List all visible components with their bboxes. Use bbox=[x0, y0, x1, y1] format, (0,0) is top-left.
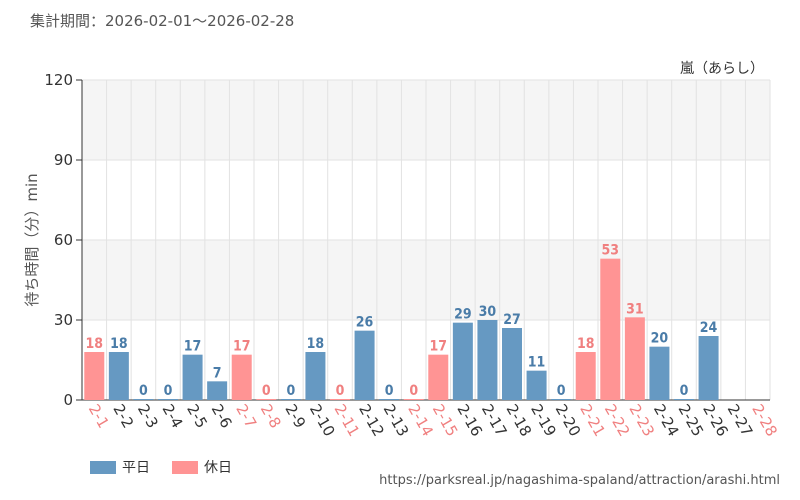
bar-2-12 bbox=[354, 330, 375, 400]
data-label-2-4: 0 bbox=[164, 383, 173, 399]
data-label-2-26: 24 bbox=[700, 320, 718, 336]
bar-2-2 bbox=[108, 352, 129, 400]
y-tick-label: 60 bbox=[54, 231, 73, 249]
x-tick-label-2-25: 2-25 bbox=[675, 401, 708, 439]
bar-2-4 bbox=[158, 399, 178, 400]
legend-label-weekday: 平日 bbox=[122, 460, 150, 476]
data-label-2-16: 29 bbox=[454, 307, 472, 323]
data-label-2-11: 0 bbox=[336, 383, 345, 399]
bar-2-3 bbox=[133, 399, 154, 400]
x-tick-label-2-8: 2-8 bbox=[257, 401, 285, 431]
bar-2-17 bbox=[477, 320, 498, 400]
attraction-title: 嵐（あらし） bbox=[680, 61, 764, 77]
data-label-2-1: 18 bbox=[86, 336, 104, 352]
bar-2-16 bbox=[452, 322, 473, 400]
bar-2-11 bbox=[330, 399, 350, 400]
y-axis-title: 待ち時間（分）min bbox=[23, 173, 41, 306]
x-tick-label-2-4: 2-4 bbox=[159, 401, 187, 431]
x-tick-label-2-7: 2-7 bbox=[232, 401, 260, 431]
legend-swatch-holiday bbox=[172, 460, 198, 474]
bar-2-7 bbox=[231, 354, 252, 400]
data-label-2-24: 20 bbox=[651, 331, 669, 347]
data-label-2-3: 0 bbox=[139, 383, 148, 399]
x-tick-label-2-17: 2-17 bbox=[478, 401, 511, 439]
bar-2-21 bbox=[575, 352, 596, 400]
x-tick-label-2-12: 2-12 bbox=[355, 401, 388, 439]
bar-2-1 bbox=[84, 352, 105, 400]
x-tick-label-2-10: 2-10 bbox=[306, 401, 339, 439]
x-tick-label-2-14: 2-14 bbox=[404, 401, 437, 439]
y-tick-label: 90 bbox=[54, 151, 73, 169]
data-label-2-8: 0 bbox=[262, 383, 271, 399]
data-label-2-18: 27 bbox=[503, 312, 521, 328]
x-tick-label-2-18: 2-18 bbox=[503, 401, 536, 439]
bar-2-14 bbox=[403, 399, 424, 400]
data-label-2-10: 18 bbox=[307, 336, 325, 352]
x-tick-label-2-13: 2-13 bbox=[380, 401, 413, 439]
legend-swatch-weekday bbox=[90, 460, 116, 474]
data-label-2-22: 53 bbox=[602, 243, 620, 259]
data-label-2-21: 18 bbox=[577, 336, 595, 352]
bar-2-25 bbox=[674, 399, 694, 400]
x-tick-label-2-21: 2-21 bbox=[576, 401, 609, 439]
x-tick-label-2-3: 2-3 bbox=[134, 401, 162, 431]
x-tick-label-2-26: 2-26 bbox=[699, 401, 732, 439]
bar-2-13 bbox=[379, 399, 400, 400]
data-label-2-5: 17 bbox=[184, 339, 202, 355]
x-tick-label-2-2: 2-2 bbox=[109, 401, 137, 431]
bar-2-19 bbox=[526, 370, 547, 400]
data-label-2-9: 0 bbox=[286, 383, 295, 399]
data-label-2-15: 17 bbox=[430, 339, 448, 355]
x-tick-label-2-5: 2-5 bbox=[183, 401, 211, 431]
bar-2-9 bbox=[280, 399, 301, 400]
x-tick-label-2-1: 2-1 bbox=[85, 401, 113, 431]
data-label-2-7: 17 bbox=[233, 339, 251, 355]
source-url-link[interactable]: https://parksreal.jp/nagashima-spaland/a… bbox=[379, 473, 780, 488]
data-label-2-6: 7 bbox=[213, 365, 222, 381]
x-tick-label-2-11: 2-11 bbox=[331, 401, 364, 439]
bar-2-26 bbox=[698, 336, 719, 400]
data-label-2-14: 0 bbox=[409, 383, 418, 399]
y-tick-label: 0 bbox=[63, 391, 73, 409]
period-label: 集計期間：2026-02-01～2026-02-28 bbox=[30, 12, 295, 30]
data-label-2-13: 0 bbox=[385, 383, 394, 399]
bar-2-22 bbox=[600, 258, 621, 400]
data-label-2-25: 0 bbox=[680, 383, 689, 399]
legend-item-weekday[interactable]: 平日 bbox=[90, 457, 150, 477]
bar-2-23 bbox=[624, 317, 645, 400]
bar-2-18 bbox=[502, 328, 522, 400]
x-tick-label-2-15: 2-15 bbox=[429, 401, 462, 439]
bar-2-24 bbox=[649, 346, 670, 400]
legend-item-holiday[interactable]: 休日 bbox=[172, 457, 232, 477]
bar-2-15 bbox=[428, 354, 449, 400]
x-tick-label-2-28: 2-28 bbox=[748, 401, 781, 439]
legend: 平日 休日 bbox=[90, 457, 232, 477]
bar-2-5 bbox=[182, 354, 203, 400]
y-tick-label: 30 bbox=[54, 311, 73, 329]
bar-2-8 bbox=[256, 399, 277, 400]
x-tick-label-2-24: 2-24 bbox=[650, 401, 683, 439]
x-tick-label-2-23: 2-23 bbox=[625, 401, 658, 439]
x-tick-label-2-16: 2-16 bbox=[453, 401, 486, 439]
x-tick-label-2-20: 2-20 bbox=[552, 401, 585, 439]
x-tick-label-2-9: 2-9 bbox=[281, 401, 309, 431]
bar-2-10 bbox=[305, 352, 326, 400]
data-label-2-19: 11 bbox=[528, 355, 546, 371]
bar-2-6 bbox=[207, 381, 228, 400]
data-label-2-17: 30 bbox=[479, 304, 497, 320]
data-label-2-20: 0 bbox=[557, 383, 566, 399]
x-tick-label-2-22: 2-22 bbox=[601, 401, 634, 439]
data-label-2-23: 31 bbox=[626, 301, 644, 317]
legend-label-holiday: 休日 bbox=[204, 460, 232, 476]
data-label-2-12: 26 bbox=[356, 315, 374, 331]
y-tick-label: 120 bbox=[44, 71, 73, 89]
bar-2-20 bbox=[551, 399, 572, 400]
data-label-2-2: 18 bbox=[110, 336, 128, 352]
x-tick-label-2-6: 2-6 bbox=[208, 401, 236, 431]
x-tick-label-2-19: 2-19 bbox=[527, 401, 560, 439]
x-tick-label-2-27: 2-27 bbox=[724, 401, 757, 439]
